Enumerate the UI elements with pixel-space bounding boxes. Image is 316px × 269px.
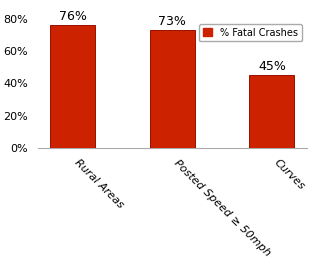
Text: 76%: 76% [58, 10, 87, 23]
Bar [249, 75, 294, 148]
Text: 45%: 45% [258, 60, 286, 73]
Bar [150, 30, 195, 148]
Text: 73%: 73% [158, 15, 186, 28]
Legend: % Fatal Crashes: % Fatal Crashes [199, 24, 302, 41]
Bar [50, 25, 95, 148]
